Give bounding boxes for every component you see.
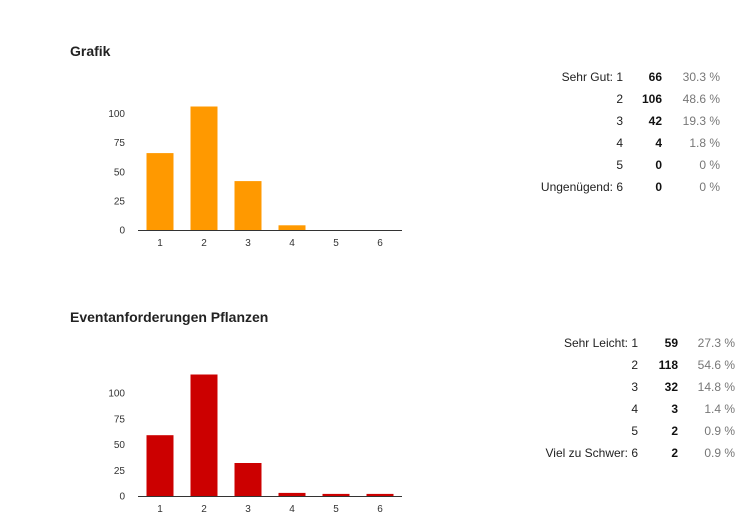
x-tick-label: 6 (377, 504, 383, 515)
row-percent: 0 % (699, 180, 720, 194)
row-count: 118 (658, 358, 678, 372)
row-count: 4 (655, 136, 662, 150)
stats-row: 4 3 1.4 % (530, 398, 735, 420)
bar-5 (322, 493, 350, 496)
row-label: Sehr Leicht: 1 (563, 336, 638, 350)
row-percent: 19.3 % (682, 114, 720, 128)
row-count: 32 (664, 380, 678, 394)
row-count: 42 (648, 114, 662, 128)
bar-6 (366, 493, 394, 496)
row-percent: 54.6 % (697, 358, 735, 372)
row-count: 2 (671, 446, 678, 460)
y-tick-label: 0 (119, 226, 125, 237)
x-tick-label: 2 (201, 504, 207, 515)
bar-2 (190, 106, 218, 230)
row-percent: 0.9 % (704, 424, 735, 438)
row-percent: 48.6 % (682, 92, 720, 106)
bar-1 (146, 435, 174, 496)
row-count: 59 (664, 336, 678, 350)
row-label: 4 (616, 136, 623, 150)
row-percent: 1.8 % (689, 136, 720, 150)
row-count: 0 (655, 180, 662, 194)
bar-3 (234, 181, 262, 230)
x-tick-label: 4 (289, 504, 295, 515)
stats-row: Sehr Gut: 1 66 30.3 % (530, 66, 720, 88)
stats-row: Viel zu Schwer: 6 2 0.9 % (530, 442, 736, 464)
y-tick-label: 50 (114, 440, 126, 451)
y-tick-label: 25 (114, 196, 126, 207)
row-percent: 30.3 % (682, 70, 720, 84)
x-tick-label: 2 (201, 238, 207, 249)
x-tick-label: 1 (157, 238, 163, 249)
row-count: 66 (648, 70, 662, 84)
row-percent: 27.3 % (697, 336, 735, 350)
row-count: 3 (671, 402, 678, 416)
x-tick-label: 1 (157, 504, 163, 515)
row-percent: 0.9 % (704, 446, 735, 460)
stats-row: 5 2 0.9 % (530, 420, 735, 442)
x-tick-label: 3 (245, 504, 251, 515)
row-percent: 1.4 % (704, 402, 735, 416)
bar-1 (146, 153, 174, 230)
stats-row: 3 42 19.3 % (530, 110, 720, 132)
y-tick-label: 100 (108, 109, 125, 120)
row-count: 106 (641, 92, 662, 106)
bar-2 (190, 374, 218, 496)
row-label: 4 (631, 402, 638, 416)
stats-row: 2 118 54.6 % (530, 354, 735, 376)
stats-row: Sehr Leicht: 1 59 27.3 % (530, 332, 735, 354)
bar-4 (278, 492, 306, 496)
bar-3 (234, 463, 262, 496)
bar-4 (278, 225, 306, 230)
row-count: 2 (671, 424, 678, 438)
y-tick-label: 100 (108, 389, 125, 400)
row-label: 3 (616, 114, 623, 128)
x-tick-label: 6 (377, 238, 383, 249)
y-tick-label: 75 (114, 414, 126, 425)
x-tick-label: 5 (333, 238, 339, 249)
stats-row: 4 4 1.8 % (530, 132, 720, 154)
row-label: Viel zu Schwer: 6 (545, 446, 639, 460)
row-label: 2 (616, 92, 623, 106)
x-tick-label: 3 (245, 238, 251, 249)
x-tick-label: 5 (333, 504, 339, 515)
y-tick-label: 0 (119, 492, 125, 503)
section-title: Grafik (70, 43, 111, 59)
section-title: Eventanforderungen Pflanzen (70, 309, 269, 325)
stats-row: Ungenügend: 6 0 0 % (530, 176, 720, 198)
stats-table-eventanforderungen: Sehr Leicht: 1 59 27.3 % 2 118 54.6 % 3 … (530, 332, 736, 464)
rating-section-grafik: Grafik 0 25 50 75 100 1 2 3 4 5 6 Sehr Gut: 1 66 3… (0, 0, 741, 262)
y-tick-label: 50 (114, 167, 126, 178)
row-label: 5 (616, 158, 623, 172)
stats-row: 2 106 48.6 % (530, 88, 720, 110)
stats-table-grafik: Sehr Gut: 1 66 30.3 % 2 106 48.6 % 3 42 … (530, 66, 720, 198)
stats-row: 3 32 14.8 % (530, 376, 735, 398)
row-label: Sehr Gut: 1 (561, 70, 623, 84)
row-label: 2 (631, 358, 638, 372)
row-label: Ungenügend: 6 (540, 180, 623, 194)
row-percent: 14.8 % (697, 380, 735, 394)
row-count: 0 (655, 158, 662, 172)
bar-chart-eventanforderungen: 0 25 50 75 100 1 2 3 4 5 6 (108, 374, 402, 515)
row-label: 3 (631, 380, 638, 394)
stats-row: 5 0 0 % (530, 154, 720, 176)
bar-chart-grafik: 0 25 50 75 100 1 2 3 4 5 6 (108, 106, 402, 249)
y-tick-label: 25 (114, 466, 126, 477)
rating-section-eventanforderungen: Eventanforderungen Pflanzen 0 25 50 75 100 1 2… (0, 262, 741, 525)
row-label: 5 (631, 424, 638, 438)
row-percent: 0 % (699, 158, 720, 172)
y-tick-label: 75 (114, 138, 126, 149)
x-tick-label: 4 (289, 238, 295, 249)
